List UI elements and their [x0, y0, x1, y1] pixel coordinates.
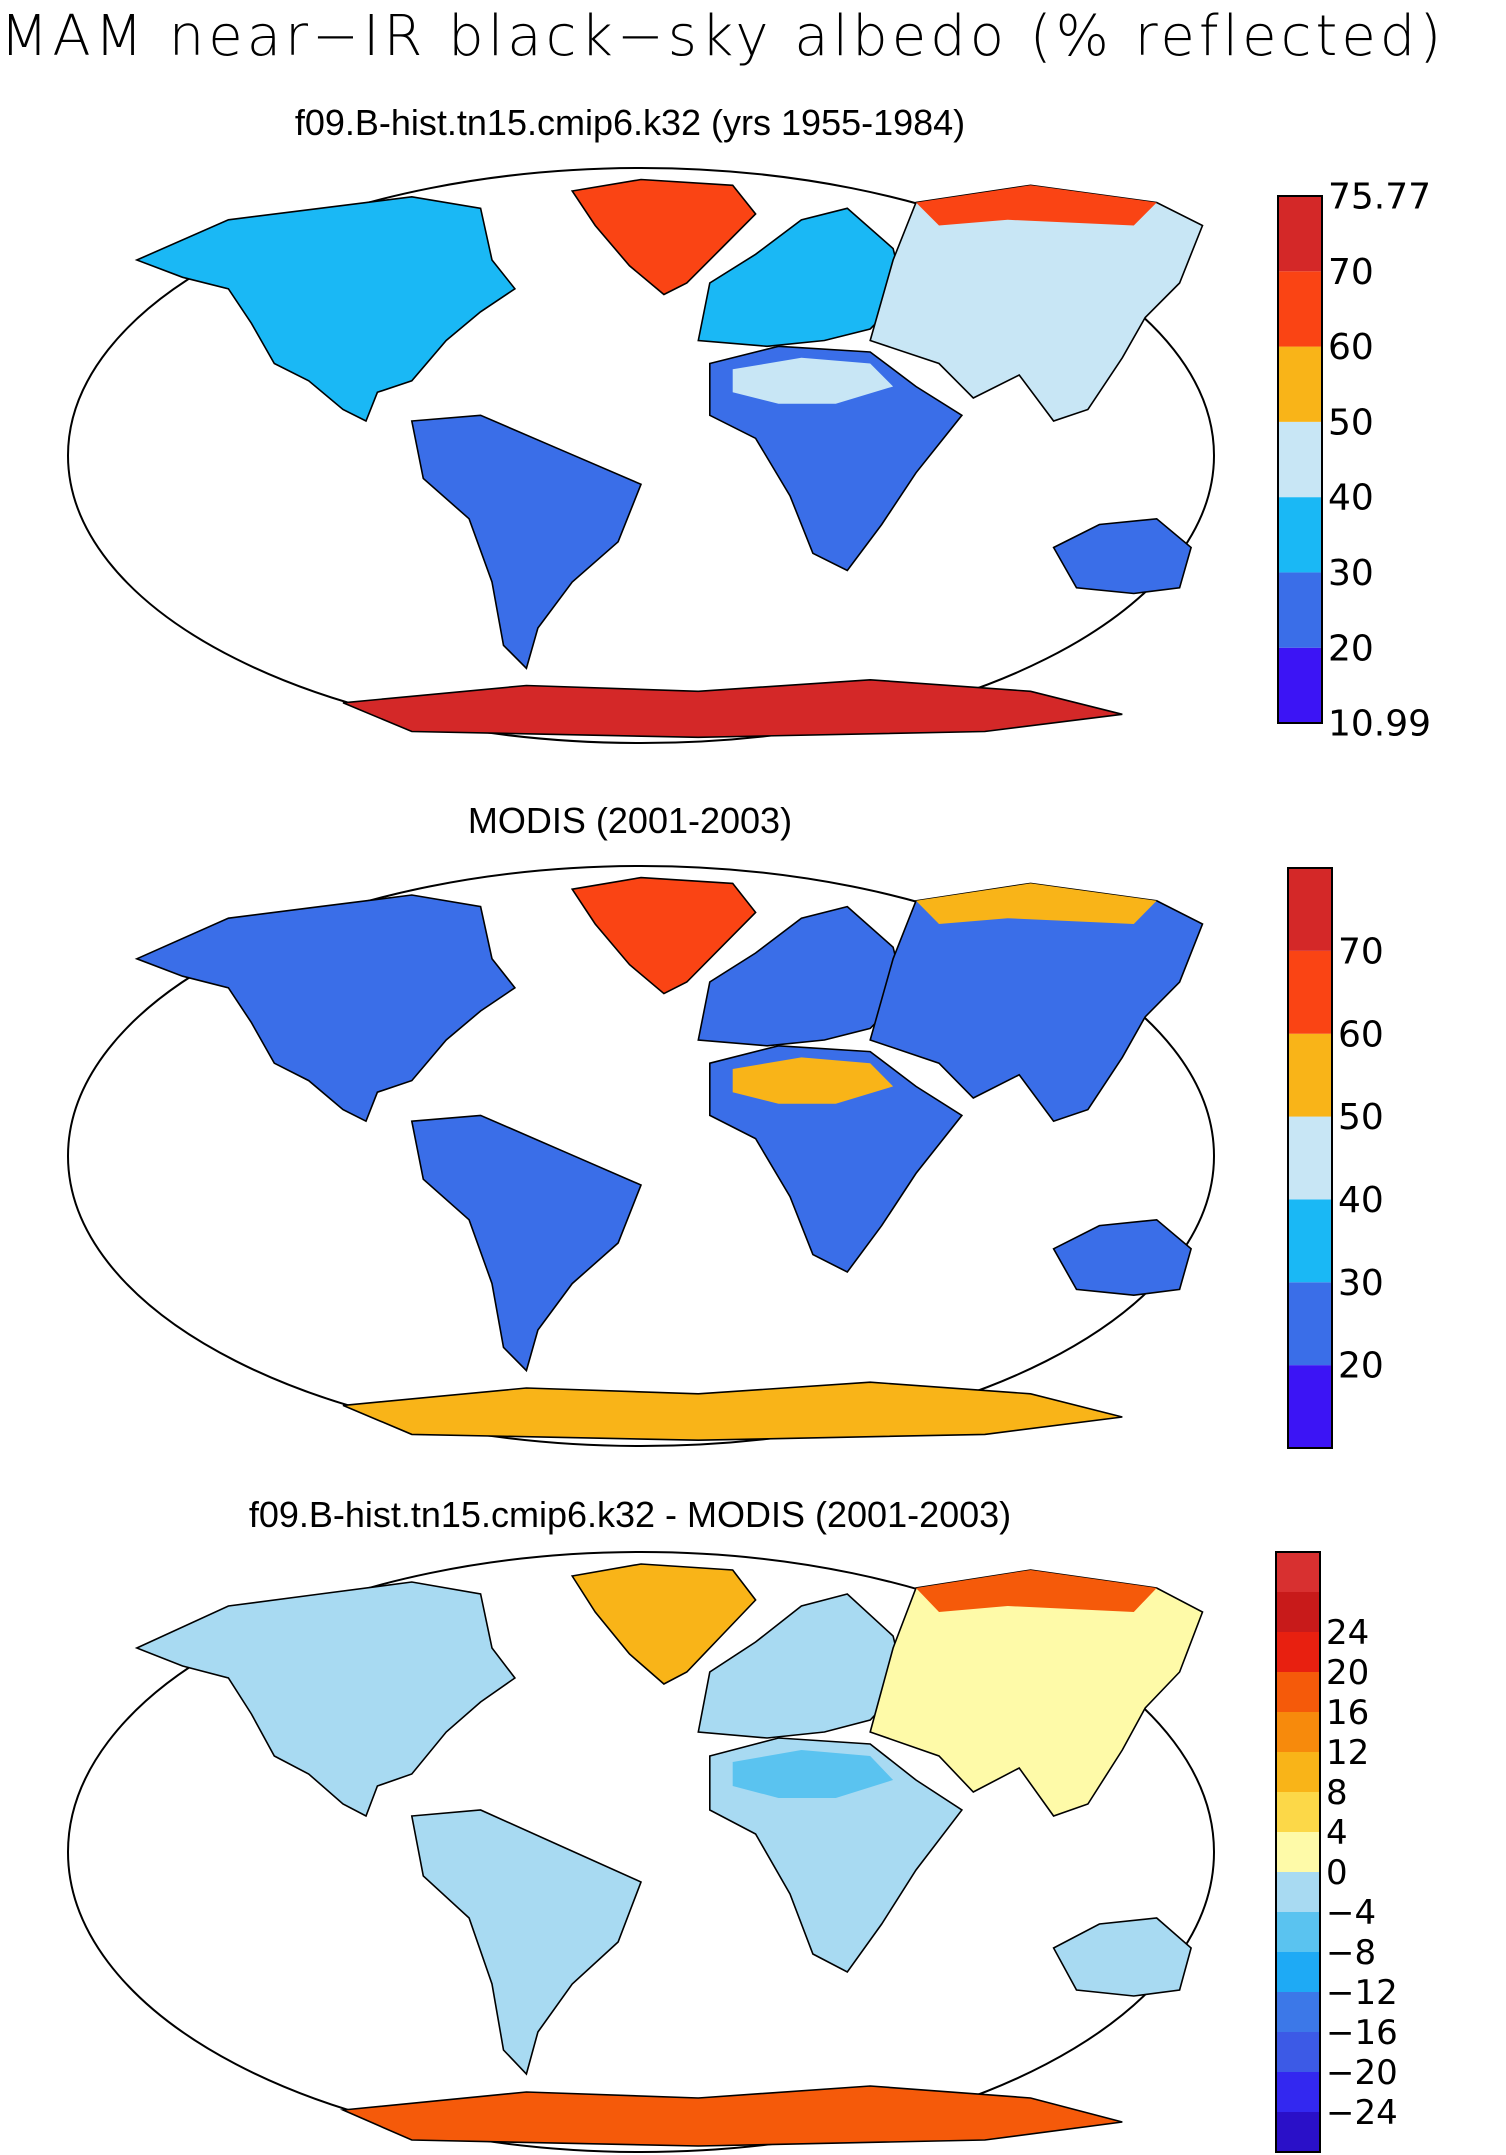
colorbar-segment: [1276, 2112, 1320, 2152]
colorbar-segment: [1276, 2032, 1320, 2072]
colorbar-label: 20: [1328, 628, 1374, 669]
colorbar-segment: [1276, 1672, 1320, 1712]
colorbar-segment: [1278, 497, 1322, 573]
region-gr-2: [570, 1563, 757, 1685]
colorbar-segment: [1288, 1116, 1332, 1200]
panel-title-diff: f09.B-hist.tn15.cmip6.k32 - MODIS (2001-…: [248, 1494, 1012, 1535]
colorbar-segment: [1276, 1592, 1320, 1632]
colorbar-label: 12: [1326, 1733, 1369, 1773]
colorbar-label: 20: [1326, 1653, 1369, 1693]
panel-title-model: f09.B-hist.tn15.cmip6.k32 (yrs 1955-1984…: [294, 102, 966, 143]
colorbar-segment: [1278, 421, 1322, 498]
colorbar-segment: [1288, 868, 1332, 951]
region-arctic-0: [916, 185, 1157, 226]
colorbar-segment: [1276, 1872, 1320, 1912]
colorbar-label: 70: [1328, 252, 1374, 293]
panel-title-modis: MODIS (2001-2003): [467, 800, 793, 841]
region-na-0: [134, 195, 517, 423]
colorbar-segment: [1276, 1752, 1320, 1792]
colorbar-segment: [1276, 2072, 1320, 2112]
colorbar-label: 0: [1326, 1853, 1348, 1893]
colorbar-segment: [1276, 1952, 1320, 1992]
figure-title: MAM near−IR black−sky albedo (% reflecte…: [0, 4, 1446, 69]
colorbar-label: 40: [1328, 478, 1374, 519]
region-au-2: [1052, 1917, 1193, 1997]
colorbar-label: −12: [1326, 1973, 1398, 2013]
colorbar-label: 24: [1326, 1613, 1369, 1653]
region-sahara-0: [732, 357, 894, 404]
region-sa-2: [410, 1809, 643, 2076]
colorbar-label: 20: [1338, 1346, 1384, 1387]
colorbar-label: 60: [1328, 327, 1374, 368]
region-ant-1: [342, 1381, 1123, 1442]
colorbar-segment: [1276, 1552, 1320, 1592]
colorbar-frame: [1277, 195, 1323, 724]
colorbar-segment: [1288, 1282, 1332, 1366]
region-na-1: [134, 894, 517, 1123]
colorbar-label: 10.99: [1328, 704, 1431, 745]
colorbar-label: 30: [1338, 1263, 1384, 1304]
colorbar-segment: [1288, 950, 1332, 1034]
region-ant-0: [342, 678, 1123, 739]
colorbar-label: 60: [1338, 1014, 1384, 1055]
colorbar-segment: [1278, 196, 1322, 272]
colorbar-frame: [1275, 1551, 1321, 2153]
region-sahara-1: [732, 1057, 894, 1104]
region-sahara-2: [732, 1750, 894, 1798]
colorbar-label: 30: [1328, 553, 1374, 594]
region-arctic-2: [916, 1570, 1157, 1612]
colorbar-label: 50: [1328, 402, 1374, 443]
colorbar-label: 70: [1338, 931, 1384, 972]
colorbar-segment: [1276, 1992, 1320, 2032]
region-gr-0: [570, 178, 757, 296]
colorbar-label: 40: [1338, 1180, 1384, 1221]
colorbar-label: −4: [1326, 1893, 1376, 1933]
colorbar-label: 4: [1326, 1813, 1348, 1853]
colorbar-label: 16: [1326, 1693, 1369, 1733]
colorbar-segment: [1278, 271, 1322, 347]
colorbar-label: 8: [1326, 1773, 1348, 1813]
colorbar-label: −24: [1326, 2093, 1398, 2133]
region-au-0: [1052, 517, 1193, 595]
colorbar-segment: [1278, 572, 1322, 648]
colorbar-label: 50: [1338, 1097, 1384, 1138]
region-au-1: [1052, 1218, 1193, 1297]
colorbar-frame: [1287, 867, 1333, 1449]
colorbar-segment: [1288, 1199, 1332, 1283]
colorbar-segment: [1278, 647, 1322, 723]
map-panel-modis: 70 60 50 40 30 20: [67, 865, 1384, 1449]
colorbar-label: −20: [1326, 2053, 1398, 2093]
region-eu-0: [697, 207, 906, 348]
colorbar-segment: [1278, 346, 1322, 422]
region-na-2: [134, 1581, 517, 1818]
region-as-0: [869, 184, 1204, 422]
colorbar-segment: [1276, 1832, 1320, 1872]
region-sa-1: [410, 1114, 643, 1373]
colorbar-label: 75.77: [1328, 177, 1431, 218]
region-eu-1: [697, 905, 906, 1047]
colorbar-segment: [1276, 1912, 1320, 1952]
region-eu-2: [697, 1593, 906, 1739]
colorbar-segment: [1288, 1365, 1332, 1448]
region-arctic-1: [916, 883, 1157, 924]
region-gr-1: [570, 876, 757, 995]
colorbar-label: −16: [1326, 2013, 1398, 2053]
colorbar-segment: [1276, 1632, 1320, 1672]
colorbar-segment: [1288, 1033, 1332, 1117]
map-panel-model: 75.77 70 60 50 40 30 20 10.99: [67, 167, 1431, 745]
colorbar-label: −8: [1326, 1933, 1376, 1973]
colorbar-segment: [1276, 1712, 1320, 1752]
region-sa-0: [410, 414, 643, 670]
colorbar-segment: [1276, 1792, 1320, 1832]
region-ant-2: [339, 2085, 1123, 2147]
